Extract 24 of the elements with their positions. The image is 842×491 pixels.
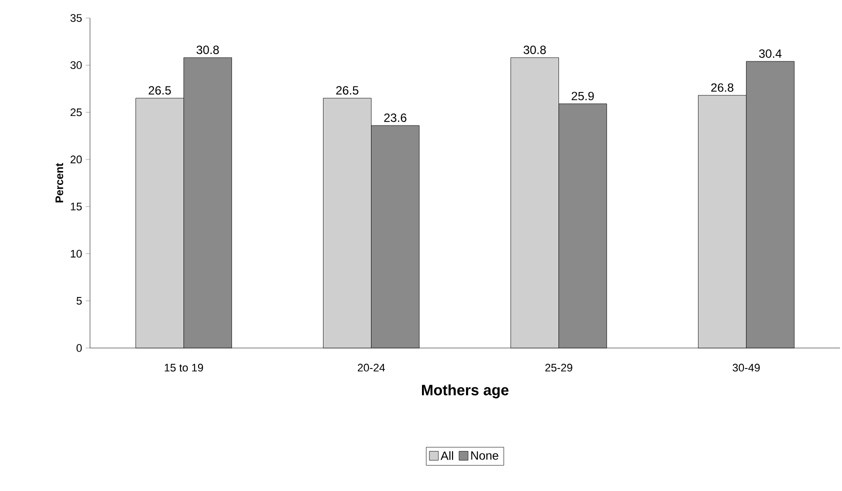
data-label: 23.6: [384, 114, 406, 122]
x-axis-title: Mothers age: [422, 384, 508, 398]
data-label: 30.8: [524, 46, 546, 54]
legend-label: All: [440, 451, 454, 460]
data-label: 30.4: [759, 49, 782, 58]
data-label: 26.8: [711, 83, 734, 92]
y-tick-label: 35: [70, 14, 82, 22]
data-label: 26.5: [336, 86, 358, 95]
y-tick-label: 5: [76, 297, 82, 305]
legend-label: None: [471, 451, 498, 460]
data-label: 26.5: [148, 86, 171, 95]
data-label: 30.8: [196, 46, 219, 54]
x-tick-label: 25-29: [545, 364, 572, 372]
y-tick-label: 10: [70, 250, 82, 258]
x-tick-label: 20-24: [358, 364, 385, 372]
y-tick-label: 20: [70, 156, 82, 164]
y-tick-label: 0: [76, 344, 82, 352]
x-tick-label: 30-49: [732, 364, 760, 372]
y-axis-title: Percent: [56, 163, 64, 202]
x-tick-label: 15 to 19: [164, 364, 204, 372]
y-tick-label: 25: [70, 108, 82, 116]
y-tick-label: 15: [70, 202, 82, 210]
y-tick-label: 30: [70, 61, 82, 70]
data-label: 25.9: [572, 92, 594, 100]
